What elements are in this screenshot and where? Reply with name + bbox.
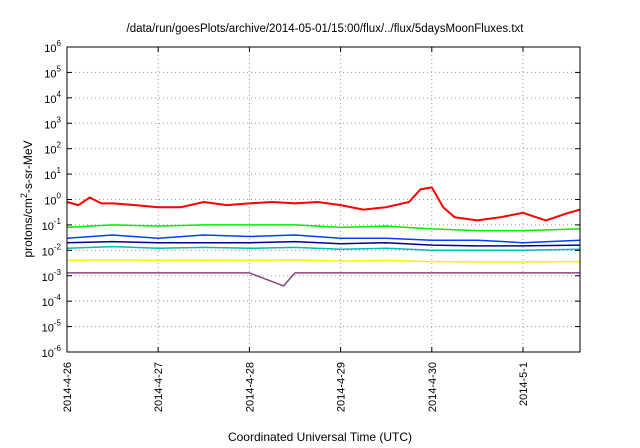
series-line-4 xyxy=(66,245,581,252)
x-tick-label: 2014-4-28 xyxy=(244,362,256,412)
y-axis-title-sup: 2 xyxy=(19,193,29,198)
y-axis-title-tail: -s-sr-MeV xyxy=(21,140,35,193)
y-tick-base: 10 xyxy=(44,119,56,131)
y-axis-title-base: protons/cm xyxy=(21,198,35,257)
y-tick-base: 10 xyxy=(42,348,54,360)
y-tick-exponent: 1 xyxy=(57,166,62,175)
y-tick-label: 105 xyxy=(44,64,61,80)
x-tick-label: 2014-4-29 xyxy=(336,362,348,412)
y-tick-base: 10 xyxy=(42,272,54,284)
y-tick-exponent: 6 xyxy=(57,39,62,48)
y-tick-label: 10-1 xyxy=(42,217,62,233)
y-tick-label: 104 xyxy=(44,90,61,106)
y-tick-exponent: -3 xyxy=(54,268,62,277)
y-tick-label: 10-3 xyxy=(42,268,62,284)
y-tick-exponent: -2 xyxy=(54,242,62,251)
tick-marks xyxy=(66,46,580,353)
y-tick-label: 102 xyxy=(44,141,61,157)
y-tick-exponent: 4 xyxy=(57,90,62,99)
y-tick-exponent: 0 xyxy=(57,192,62,201)
series-line-3 xyxy=(66,234,581,244)
y-tick-label: 103 xyxy=(44,115,61,131)
y-tick-base: 10 xyxy=(44,68,56,80)
y-tick-exponent: 3 xyxy=(57,115,62,124)
y-tick-base: 10 xyxy=(44,196,56,208)
y-tick-base: 10 xyxy=(42,323,54,335)
y-tick-exponent: 5 xyxy=(57,64,62,73)
x-tick-label: 2014-4-27 xyxy=(153,362,165,412)
x-axis-title: Coordinated Universal Time (UTC) xyxy=(228,430,412,444)
y-tick-base: 10 xyxy=(44,43,56,55)
y-tick-label: 100 xyxy=(44,192,61,208)
x-tick-label: 2014-5-1 xyxy=(518,362,530,406)
y-tick-label: 106 xyxy=(44,39,61,55)
series-layer xyxy=(66,186,581,287)
y-tick-exponent: -1 xyxy=(54,217,62,226)
y-tick-exponent: 2 xyxy=(57,141,62,150)
y-tick-label: 10-2 xyxy=(42,242,62,258)
grid xyxy=(66,47,580,352)
series-line-2 xyxy=(66,224,581,232)
y-tick-exponent: -5 xyxy=(54,319,62,328)
y-axis-title: protons/cm2-s-sr-MeV xyxy=(19,140,35,257)
x-tick-label: 2014-4-30 xyxy=(427,362,439,412)
y-tick-base: 10 xyxy=(44,145,56,157)
series-line-7 xyxy=(67,272,580,287)
y-tick-base: 10 xyxy=(44,170,56,182)
y-tick-label: 101 xyxy=(44,166,61,182)
y-tick-base: 10 xyxy=(44,94,56,106)
y-tick-label: 10-4 xyxy=(42,293,62,309)
y-tick-base: 10 xyxy=(42,246,54,258)
series-line-1 xyxy=(66,186,581,222)
y-tick-exponent: -4 xyxy=(54,293,62,302)
y-tick-base: 10 xyxy=(42,297,54,309)
y-tick-labels: 10-610-510-410-310-210-11001011021031041… xyxy=(42,39,62,360)
y-tick-exponent: -6 xyxy=(54,344,62,353)
series-line-5 xyxy=(66,240,581,247)
x-tick-label: 2014-4-26 xyxy=(62,362,74,412)
y-tick-label: 10-5 xyxy=(42,319,62,335)
y-tick-label: 10-6 xyxy=(42,344,62,360)
x-tick-labels: 2014-4-26 2014-4-27 2014-4-28 2014-4-29 2014… xyxy=(62,362,530,412)
chart-title: /data/run/goesPlots/archive/2014-05-01/1… xyxy=(127,23,525,35)
y-tick-base: 10 xyxy=(42,221,54,233)
series-line-6 xyxy=(66,259,581,263)
